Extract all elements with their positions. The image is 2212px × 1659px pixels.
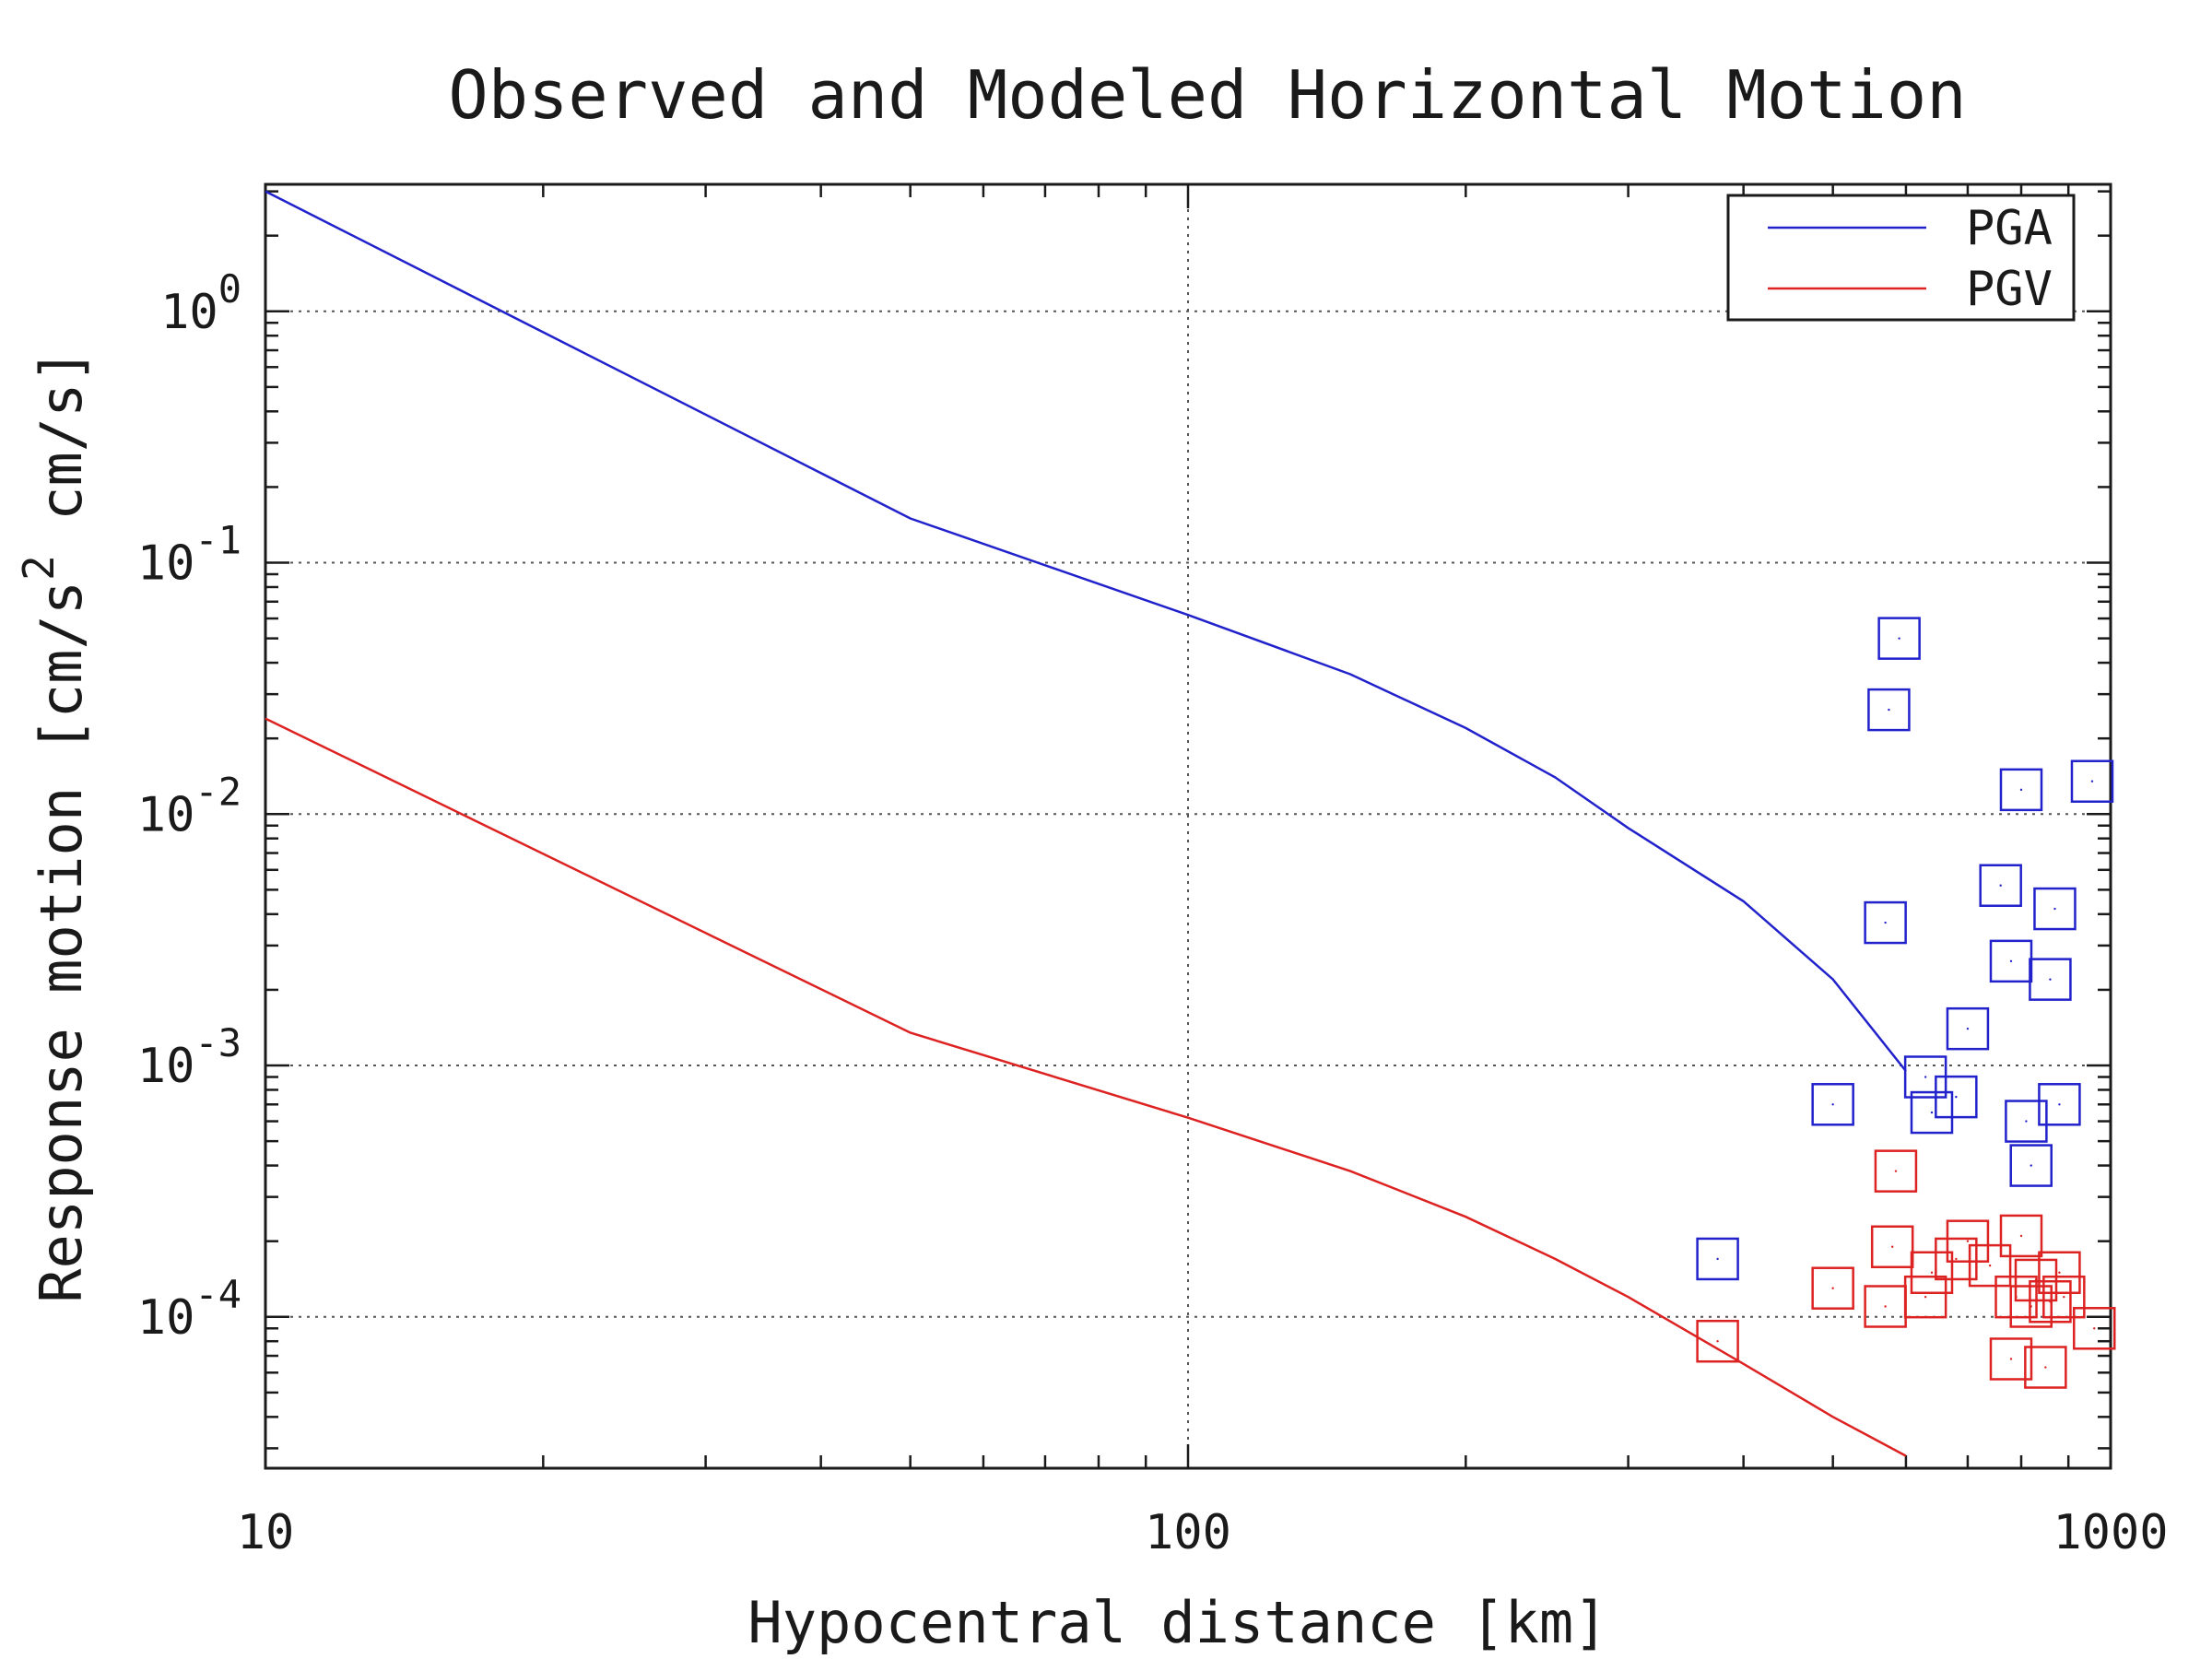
pga-observed-point [2053,907,2056,911]
pga-observed-point [2019,788,2023,792]
pgv-observed-marker [1870,1225,1914,1269]
pgv-observed-point [1884,1305,1887,1308]
y-tick-labels: 100 10-1 10-2 10-3 10-4 [137,266,241,1346]
x-axis-label: Hypocentral distance [km] [747,1589,1607,1656]
pga-observed-point [1930,1111,1934,1114]
pga-observed-point [1884,921,1887,924]
pgv-observed-point [1966,1240,1970,1242]
pga-observed-marker [2070,759,2114,803]
pgv-observed-marker [2038,1251,2081,1295]
pga-observed-marker [2038,1083,2081,1126]
pga-observed-marker [1979,864,2022,907]
x-tick-label: 10 [237,1505,295,1560]
axis-ticks [265,184,2111,1468]
pgv-observed-marker [1946,1219,1990,1263]
pgv-observed-marker [2024,1346,2067,1389]
pgv-line [265,717,1907,1457]
series-pgv-observed [1696,1149,2116,1389]
pga-observed-marker [1999,768,2043,812]
series-pgv [265,717,1907,1457]
pga-observed-marker [1989,939,2033,983]
pga-observed-point [1888,708,1890,712]
pgv-observed-point [2058,1271,2061,1274]
pga-observed-point [2090,780,2094,782]
pgv-observed-marker [2014,1258,2058,1302]
legend: PGA PGV [1726,194,2076,322]
pgv-observed-point [1890,1245,1894,1248]
pga-observed-point [2009,959,2013,963]
pga-observed-point [2030,1164,2032,1167]
pga-observed-marker [1910,1090,1954,1135]
pgv-observed-marker [1989,1337,2033,1381]
x-tick-labels: 10 100 1000 [237,1505,2169,1560]
chart-title: Observed and Modeled Horizontal Motion [448,56,1966,134]
pgv-observed-point [1831,1287,1834,1289]
pga-observed-point [1966,1027,1970,1030]
pgv-observed-point [1894,1170,1898,1172]
pga-observed-marker [1696,1237,1739,1281]
pga-observed-point [2058,1103,2061,1106]
pga-observed-point [2049,978,2052,981]
pgv-observed-point [2049,1300,2052,1303]
y-tick-label: 10-3 [137,1020,241,1094]
y-tick-label: 10-4 [137,1272,241,1346]
series-pga [265,190,1907,1072]
pgv-observed-marker [1999,1214,2043,1258]
legend-box [1726,194,2076,322]
pga-observed-marker [1864,900,1907,945]
pgv-observed-marker [1696,1319,1739,1363]
pgv-observed-point [2044,1366,2047,1369]
pgv-observed-point [1924,1295,1927,1299]
pgv-observed-marker [2073,1307,2116,1350]
pga-observed-point [2025,1120,2028,1123]
pga-observed-point [1716,1257,1719,1261]
pgv-observed-marker [2029,1279,2072,1324]
pga-line [265,190,1907,1072]
pgv-observed-point [1930,1271,1934,1274]
pgv-observed-point [1955,1257,1958,1261]
pga-observed-marker [2009,1144,2053,1187]
pga-observed-marker [1935,1075,1978,1119]
pgv-observed-point [1716,1340,1719,1343]
y-tick-label: 100 [160,266,241,340]
pga-observed-marker [2029,958,2072,1001]
series-pga-observed [1696,617,2114,1281]
pga-observed-point [1898,637,1900,640]
pgv-observed-marker [1811,1266,1854,1310]
legend-label-pga: PGA [1966,201,2053,256]
pgv-observed-point [2093,1327,2096,1330]
pgv-observed-point [1988,1264,1992,1267]
pga-observed-marker [1877,617,1921,660]
pgv-observed-marker [2042,1275,2086,1319]
x-tick-label: 100 [1145,1505,1231,1560]
pgv-observed-marker [1935,1237,1978,1281]
y-tick-label: 10-2 [137,769,241,842]
y-axis-label: Response motion [cm/s2 cm/s] [14,348,95,1303]
pga-observed-point [1955,1095,1958,1099]
pga-observed-marker [2005,1100,2048,1143]
pgv-observed-point [2009,1358,2013,1360]
pgv-observed-point [2063,1295,2065,1299]
pgv-observed-marker [1903,1275,1947,1319]
pgv-observed-marker [1874,1149,1918,1193]
pgv-observed-marker [1910,1251,1954,1295]
pgv-observed-marker [1968,1243,2012,1288]
pga-observed-point [1924,1076,1927,1078]
pga-observed-marker [1867,688,1911,732]
pga-observed-marker [2033,887,2077,931]
pga-observed-marker [1946,1006,1990,1051]
y-tick-label: 10-1 [137,518,241,592]
pga-observed-point [1999,884,2002,887]
pgv-observed-point [2019,1234,2023,1238]
pga-observed-marker [1811,1083,1854,1126]
legend-label-pgv: PGV [1966,262,2053,317]
pgv-observed-marker [2009,1285,2053,1328]
pga-observed-point [1831,1103,1834,1106]
x-tick-label: 1000 [2053,1505,2168,1560]
series-layer [265,190,2116,1457]
grid [265,184,2111,1468]
